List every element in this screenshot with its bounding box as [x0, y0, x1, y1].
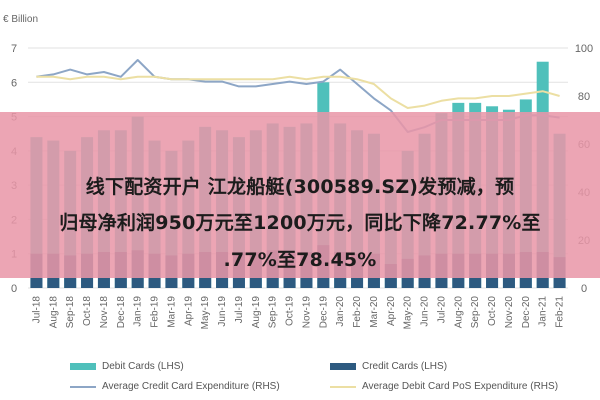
x-axis-tick-label: May-20 — [403, 296, 414, 330]
legend-item-debit-cards: Debit Cards (LHS) — [70, 361, 184, 372]
x-axis-tick-label: Oct-19 — [285, 296, 296, 326]
overlay-banner — [0, 112, 600, 278]
legend-label-avg-debit-pos-expenditure: Average Debit Card PoS Expenditure (RHS) — [362, 381, 559, 392]
left-axis-tick-label: 7 — [11, 43, 17, 55]
x-axis-tick-label: Dec-20 — [521, 296, 532, 329]
x-axis-tick-label: Jul-18 — [31, 296, 42, 324]
x-axis-tick-label: Aug-20 — [453, 296, 464, 329]
legend-item-avg-credit-expenditure: Average Credit Card Expenditure (RHS) — [70, 381, 280, 392]
x-axis-tick-label: Jan-19 — [133, 296, 144, 327]
x-axis-tick-label: Jul-20 — [436, 296, 447, 324]
x-axis-tick-label: Sep-18 — [65, 296, 76, 329]
x-axis-tick-label: Nov-19 — [301, 296, 312, 329]
right-axis-tick-label: 0 — [581, 283, 587, 295]
x-axis-tick-label: Apr-19 — [183, 296, 194, 326]
right-axis-tick-label: 100 — [575, 43, 593, 55]
x-axis-tick-label: Jun-19 — [217, 296, 228, 327]
right-axis-tick-label: 80 — [578, 91, 590, 103]
x-axis-tick-label: Jul-19 — [234, 296, 245, 324]
x-axis-tick-label: Dec-18 — [116, 296, 127, 329]
x-axis-tick-label: Nov-18 — [99, 296, 110, 329]
x-axis-tick-label: Oct-20 — [487, 296, 498, 326]
x-axis-tick-label: Apr-20 — [386, 296, 397, 326]
left-axis-tick-label: 6 — [11, 77, 17, 89]
left-axis-tick-label: 0 — [11, 283, 17, 295]
avg-debit-pos-expenditure-line — [36, 75, 560, 109]
x-axis-tick-label: Mar-19 — [166, 296, 177, 328]
overlay-headline-line-3: .77%至78.45% — [223, 249, 377, 271]
legend-label-debit-cards: Debit Cards (LHS) — [102, 361, 184, 372]
x-axis-tick-label: Jan-21 — [538, 296, 549, 327]
x-axis-tick-label: Jan-20 — [335, 296, 346, 327]
x-axis-tick-label: Aug-19 — [251, 296, 262, 329]
legend-label-avg-credit-expenditure: Average Credit Card Expenditure (RHS) — [102, 381, 280, 392]
legend-swatch-avg-credit-expenditure — [70, 385, 96, 388]
x-axis-tick-label: Feb-21 — [555, 296, 566, 328]
x-axis-tick-label: May-19 — [200, 296, 211, 330]
x-axis-tick-label: Jun-20 — [420, 296, 431, 327]
legend-item-credit-cards: Credit Cards (LHS) — [330, 361, 447, 372]
x-axis-tick-label: Nov-20 — [504, 296, 515, 329]
x-axis-tick-label: Dec-19 — [318, 296, 329, 329]
x-axis-tick-label: Sep-20 — [470, 296, 481, 329]
legend-item-avg-debit-pos-expenditure: Average Debit Card PoS Expenditure (RHS) — [330, 381, 558, 392]
x-axis-tick-label: Sep-19 — [268, 296, 279, 329]
legend-swatch-debit-cards — [70, 363, 96, 370]
left-axis-unit-label: € Billion — [3, 14, 38, 25]
x-axis-tick-label: Feb-20 — [352, 296, 363, 328]
x-axis-tick-label: Oct-18 — [82, 296, 93, 326]
x-axis-tick-label: Feb-19 — [150, 296, 161, 328]
legend-swatch-credit-cards — [330, 363, 356, 370]
legend: Debit Cards (LHS) Credit Cards (LHS) Ave… — [0, 355, 600, 400]
legend-swatch-avg-debit-pos-expenditure — [330, 385, 356, 388]
legend-label-credit-cards: Credit Cards (LHS) — [362, 361, 448, 372]
x-axis-tick-labels: Jul-18 Aug-18 Sep-18 Oct-18 Nov-18 Dec-18 Jan-… — [31, 296, 565, 330]
overlay-headline-line-2: 归母净利润950万元至1200万元，同比下降72.77%至 — [59, 212, 541, 234]
x-axis-tick-label: Aug-18 — [48, 296, 59, 329]
x-axis-tick-label: Mar-20 — [369, 296, 380, 328]
overlay-headline-line-1: 线下配资开户 江龙船艇(300589.SZ)发预减，预 — [85, 176, 515, 198]
